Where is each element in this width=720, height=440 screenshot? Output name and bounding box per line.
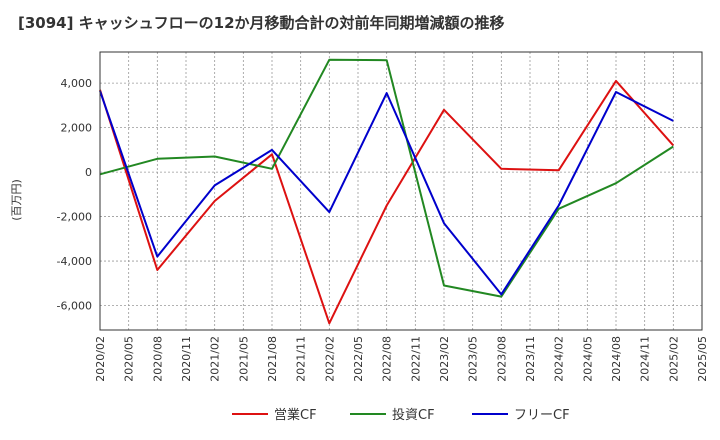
- y-tick-label: 2,000: [61, 122, 93, 135]
- x-tick-label: 2020/02: [94, 336, 107, 382]
- x-tick-label: 2023/11: [524, 336, 537, 382]
- x-tick-label: 2020/05: [123, 336, 136, 382]
- x-tick-label: 2022/02: [323, 336, 336, 382]
- y-tick-label: -2,000: [57, 211, 92, 224]
- x-tick-label: 2020/11: [180, 336, 193, 382]
- x-tick-label: 2022/05: [352, 336, 365, 382]
- series-layer: [99, 58, 675, 325]
- y-axis-label: (百万円): [10, 179, 23, 221]
- chart-title: [3094] キャッシュフローの12か月移動合計の対前年同期増減額の推移: [18, 14, 505, 32]
- plot-frame: [99, 51, 703, 331]
- y-ticks: 4,000 2,000 0 -2,000 -4,000 -6,000: [57, 77, 92, 312]
- x-tick-label: 2020/08: [151, 336, 164, 382]
- y-tick-label: -6,000: [57, 300, 92, 313]
- x-tick-label: 2025/05: [696, 336, 709, 382]
- grid: [100, 52, 702, 330]
- y-tick-label: 4,000: [61, 77, 93, 90]
- x-tick-label: 2021/05: [237, 336, 250, 382]
- x-tick-label: 2021/11: [295, 336, 308, 382]
- legend-label-3: フリーCF: [514, 408, 570, 423]
- x-tick-label: 2022/08: [381, 336, 394, 382]
- series-line-2: [99, 58, 674, 298]
- series-line-1: [99, 79, 675, 325]
- legend-label-1: 営業CF: [274, 407, 317, 423]
- x-tick-label: 2023/02: [438, 336, 451, 382]
- x-tick-label: 2021/08: [266, 336, 279, 382]
- x-tick-label: 2023/05: [467, 336, 480, 382]
- x-tick-label: 2024/08: [610, 336, 623, 382]
- x-tick-label: 2023/08: [495, 336, 508, 382]
- legend-label-2: 投資CF: [392, 407, 435, 423]
- x-tick-label: 2022/11: [409, 336, 422, 382]
- series-line-3: [99, 90, 674, 296]
- x-tick-label: 2024/11: [639, 336, 652, 382]
- x-tick-label: 2024/05: [581, 336, 594, 382]
- y-tick-label: -4,000: [57, 255, 92, 268]
- x-tick-label: 2025/02: [667, 336, 680, 382]
- x-tick-label: 2024/02: [553, 336, 566, 382]
- y-tick-label: 0: [85, 166, 92, 179]
- x-tick-label: 2021/02: [209, 336, 222, 382]
- x-ticks: 2020/02 2020/05 2020/08 2020/11 2021/02 2021/…: [94, 336, 709, 382]
- legend: 営業CF 投資CF フリーCF: [232, 407, 570, 423]
